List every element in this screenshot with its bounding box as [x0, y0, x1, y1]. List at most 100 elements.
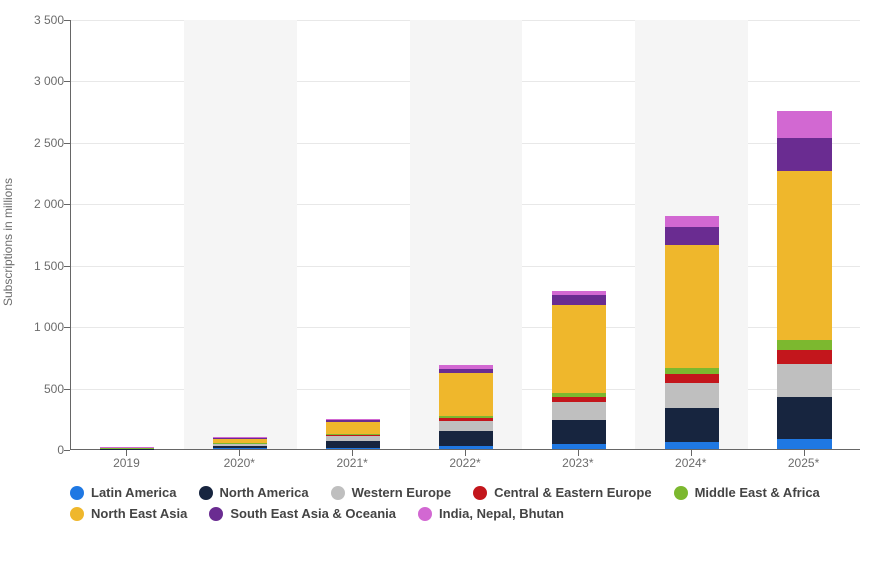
legend-swatch — [418, 507, 432, 521]
y-tick-mark — [64, 204, 70, 205]
bar-segment[interactable] — [552, 393, 606, 397]
y-tick-mark — [64, 143, 70, 144]
legend-swatch — [209, 507, 223, 521]
bar-segment[interactable] — [552, 305, 606, 393]
bar-segment[interactable] — [213, 443, 267, 444]
bar-segment[interactable] — [326, 419, 380, 420]
y-tick-label: 3 000 — [34, 74, 64, 88]
bar-segment[interactable] — [665, 374, 719, 383]
bar-segment[interactable] — [213, 446, 267, 448]
legend-label: North East Asia — [91, 506, 187, 521]
bar-segment[interactable] — [777, 364, 831, 397]
bar-segment[interactable] — [213, 438, 267, 439]
y-tick-mark — [64, 20, 70, 21]
legend-item[interactable]: India, Nepal, Bhutan — [418, 506, 564, 521]
x-tick-label: 2021* — [336, 456, 367, 470]
bar-segment[interactable] — [213, 444, 267, 446]
y-tick-mark — [64, 266, 70, 267]
bar-segment[interactable] — [326, 420, 380, 421]
bar-segment[interactable] — [665, 245, 719, 368]
bar-segment[interactable] — [100, 447, 154, 448]
y-tick-label: 1 000 — [34, 320, 64, 334]
legend-item[interactable]: Central & Eastern Europe — [473, 485, 652, 500]
legend-swatch — [331, 486, 345, 500]
legend-swatch — [473, 486, 487, 500]
y-tick-label: 3 500 — [34, 13, 64, 27]
bar-segment[interactable] — [552, 291, 606, 296]
bar-segment[interactable] — [665, 216, 719, 227]
bar-segment[interactable] — [777, 340, 831, 350]
bar-segment[interactable] — [326, 434, 380, 435]
x-tick-label: 2022* — [449, 456, 480, 470]
bar-segment[interactable] — [439, 365, 493, 368]
bar-segment[interactable] — [552, 444, 606, 449]
bar-segment[interactable] — [777, 350, 831, 364]
y-tick-label: 2 000 — [34, 197, 64, 211]
bar-segment[interactable] — [326, 436, 380, 441]
legend-item[interactable]: North America — [199, 485, 309, 500]
bar-segment[interactable] — [213, 448, 267, 449]
y-tick-label: 1 500 — [34, 259, 64, 273]
y-tick-label: 500 — [44, 382, 64, 396]
legend-label: North America — [220, 485, 309, 500]
bar-segment[interactable] — [665, 408, 719, 442]
legend-item[interactable]: Western Europe — [331, 485, 451, 500]
x-tick-label: 2025* — [788, 456, 819, 470]
y-tick-mark — [64, 81, 70, 82]
bar-segment[interactable] — [777, 397, 831, 439]
bar-segment[interactable] — [439, 421, 493, 431]
legend-swatch — [199, 486, 213, 500]
bar-segment[interactable] — [665, 442, 719, 449]
legend-label: Central & Eastern Europe — [494, 485, 652, 500]
y-tick-mark — [64, 389, 70, 390]
legend-label: Middle East & Africa — [695, 485, 820, 500]
bar-segment[interactable] — [777, 111, 831, 138]
x-tick-label: 2024* — [675, 456, 706, 470]
bar-segment[interactable] — [326, 422, 380, 434]
bar-segment[interactable] — [777, 138, 831, 171]
bar-segment[interactable] — [552, 420, 606, 445]
bar-segment[interactable] — [777, 439, 831, 449]
legend-swatch — [70, 507, 84, 521]
legend-swatch — [70, 486, 84, 500]
bar-segment[interactable] — [439, 446, 493, 449]
bar-segment[interactable] — [552, 402, 606, 419]
bar-segment[interactable] — [665, 227, 719, 245]
y-tick-label: 2 500 — [34, 136, 64, 150]
x-tick-label: 2019 — [113, 456, 140, 470]
legend-label: Latin America — [91, 485, 177, 500]
bar-segment[interactable] — [439, 373, 493, 416]
bar-segment[interactable] — [326, 448, 380, 449]
plot-band — [184, 20, 297, 449]
x-tick-label: 2023* — [562, 456, 593, 470]
bar-segment[interactable] — [213, 437, 267, 438]
bar-segment[interactable] — [439, 431, 493, 446]
bar-segment[interactable] — [552, 295, 606, 304]
bar-segment[interactable] — [439, 369, 493, 373]
legend-item[interactable]: North East Asia — [70, 506, 187, 521]
y-tick-mark — [64, 450, 70, 451]
legend-label: South East Asia & Oceania — [230, 506, 396, 521]
bar-segment[interactable] — [777, 171, 831, 341]
y-tick-mark — [64, 327, 70, 328]
legend-item[interactable]: Latin America — [70, 485, 177, 500]
bar-segment[interactable] — [552, 397, 606, 403]
bar-segment[interactable] — [213, 438, 267, 443]
legend-label: Western Europe — [352, 485, 451, 500]
bar-segment[interactable] — [665, 383, 719, 408]
bar-segment[interactable] — [326, 441, 380, 447]
chart-container: Subscriptions in millions Latin America N… — [0, 0, 886, 569]
x-tick-label: 2020* — [224, 456, 255, 470]
legend-swatch — [674, 486, 688, 500]
legend-item[interactable]: South East Asia & Oceania — [209, 506, 396, 521]
y-tick-label: 0 — [57, 443, 64, 457]
bar-segment[interactable] — [439, 416, 493, 418]
bar-segment[interactable] — [439, 418, 493, 421]
legend: Latin America North America Western Europe… — [70, 485, 860, 521]
bar-segment[interactable] — [665, 368, 719, 374]
bar-segment[interactable] — [326, 435, 380, 436]
legend-label: India, Nepal, Bhutan — [439, 506, 564, 521]
legend-item[interactable]: Middle East & Africa — [674, 485, 820, 500]
y-axis-label: Subscriptions in millions — [1, 178, 15, 306]
plot-area — [70, 20, 860, 450]
